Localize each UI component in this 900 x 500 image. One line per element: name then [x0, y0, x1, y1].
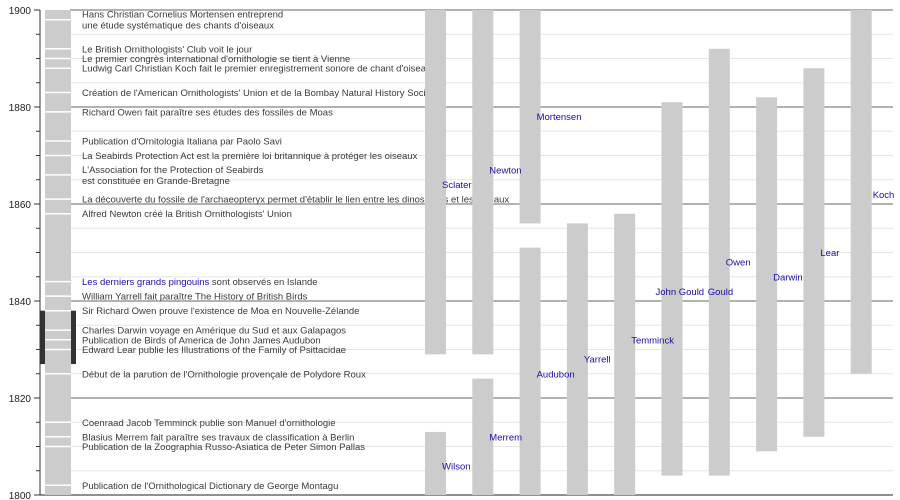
event-label: Charles Darwin voyage en Amérique du Sud…: [82, 326, 346, 337]
event-label: Richard Owen fait paraître ses études de…: [82, 107, 333, 118]
event-text: Le premier congrès international d'ornit…: [82, 54, 350, 65]
y-tick-label: 1900: [9, 6, 32, 17]
person-link[interactable]: Newton: [489, 166, 521, 177]
person-link[interactable]: Sclater: [442, 180, 472, 191]
event-label: Publication de la Zoographia Russo-Asiat…: [82, 442, 365, 453]
person-link[interactable]: Owen: [726, 258, 751, 269]
event-text: une étude systématique des chants d'oise…: [82, 21, 274, 32]
event-label: Blasius Merrem fait paraître ses travaux…: [82, 432, 354, 443]
event-label: Publication de Birds of America de John …: [82, 335, 321, 346]
event-text: Charles Darwin voyage en Amérique du Sud…: [82, 326, 346, 337]
event-label: Hans Christian Cornelius Mortensen entre…: [82, 10, 283, 21]
lifespan-bar-darwin: [756, 97, 778, 452]
lifespan-bar-koch: [850, 10, 872, 374]
event-text: Coenraad Jacob Temminck publie son Manue…: [82, 418, 336, 429]
person-link[interactable]: Wilson: [442, 461, 471, 472]
lifespan-bar-john-gould: [661, 102, 683, 476]
lifespan-bar-lear: [803, 68, 825, 437]
lifespan-bar-newton: [472, 10, 494, 355]
y-tick-label: 1860: [9, 200, 32, 211]
event-label: Début de la parution de l'Ornithologie p…: [82, 369, 366, 380]
y-tick-label: 1800: [9, 491, 32, 500]
person-link[interactable]: Audubon: [537, 369, 575, 380]
event-text: Ludwig Carl Christian Koch fait le premi…: [82, 64, 431, 75]
person-link[interactable]: Mortensen: [537, 112, 582, 123]
person-link[interactable]: Merrem: [489, 432, 522, 443]
person-link[interactable]: John Gould: [656, 287, 705, 298]
event-link[interactable]: Les derniers grands pingouins: [82, 277, 210, 288]
lifespan-bar-sclater: [425, 10, 446, 355]
lifespan-bar-wilson: [425, 431, 446, 495]
events-column-bar: [45, 10, 71, 495]
event-text: Edward Lear publie les Illustrations of …: [82, 345, 346, 356]
event-label: Ludwig Carl Christian Koch fait le premi…: [82, 64, 431, 75]
lifespan-bar-merrem: [472, 378, 494, 495]
event-text: Richard Owen fait paraître ses études de…: [82, 107, 333, 118]
person-link[interactable]: Gould: [708, 287, 733, 298]
event-label: une étude systématique des chants d'oise…: [82, 21, 274, 32]
event-text: L'Association for the Protection of Seab…: [82, 165, 264, 176]
event-label: L'Association for the Protection of Seab…: [82, 165, 264, 176]
event-label: Edward Lear publie les Illustrations of …: [82, 345, 346, 356]
event-text: Publication de Birds of America de John …: [82, 335, 321, 346]
event-label: Publication d'Ornitologia Italiana par P…: [82, 136, 282, 147]
event-text: Alfred Newton créé la British Ornitholog…: [82, 209, 292, 220]
event-text: Le British Ornithologists' Club voit le …: [82, 44, 252, 55]
event-label: Alfred Newton créé la British Ornitholog…: [82, 209, 292, 220]
lifespan-bar-temminck: [614, 213, 636, 495]
event-label: est constituée en Grande-Bretagne: [82, 176, 230, 187]
event-label: Le British Ornithologists' Club voit le …: [82, 44, 252, 55]
event-label: Publication de l'Ornithological Dictiona…: [82, 481, 338, 492]
person-link[interactable]: Temminck: [631, 335, 674, 346]
event-text: Publication de la Zoographia Russo-Asiat…: [82, 442, 365, 453]
event-label: Sir Richard Owen prouve l'existence de M…: [82, 306, 359, 317]
lifespan-bar-owen: [708, 48, 730, 476]
event-text: Sir Richard Owen prouve l'existence de M…: [82, 306, 359, 317]
event-text: Hans Christian Cornelius Mortensen entre…: [82, 10, 283, 21]
event-text: Blasius Merrem fait paraître ses travaux…: [82, 432, 354, 443]
event-label: Le premier congrès international d'ornit…: [82, 54, 350, 65]
event-text: Publication de l'Ornithological Dictiona…: [82, 481, 338, 492]
event-label: Les derniers grands pingouins sont obser…: [82, 277, 318, 288]
event-label: La Seabirds Protection Act est la premiè…: [82, 151, 418, 162]
lifespan-bar-mortensen: [519, 10, 541, 224]
event-text: sont observés en Islande: [212, 277, 318, 288]
event-text: La Seabirds Protection Act est la premiè…: [82, 151, 418, 162]
event-label: La découverte du fossile de l'archaeopte…: [82, 195, 509, 206]
y-tick-label: 1820: [9, 394, 32, 405]
lifespan-bar-audubon: [519, 247, 541, 495]
event-text: Publication d'Ornitologia Italiana par P…: [82, 136, 282, 147]
event-label: Coenraad Jacob Temminck publie son Manue…: [82, 418, 336, 429]
lifespan-bar-yarrell: [566, 223, 588, 495]
event-label: Création de l'American Ornithologists' U…: [82, 88, 439, 99]
y-tick-label: 1840: [9, 297, 32, 308]
event-text: William Yarrell fait paraître The Histor…: [82, 292, 308, 303]
person-link[interactable]: Yarrell: [584, 355, 611, 366]
person-link[interactable]: Koch: [873, 190, 895, 201]
event-text: La découverte du fossile de l'archaeopte…: [82, 195, 509, 206]
event-text: Début de la parution de l'Ornithologie p…: [82, 369, 366, 380]
event-label: William Yarrell fait paraître The Histor…: [82, 292, 308, 303]
y-tick-label: 1880: [9, 103, 32, 114]
person-link[interactable]: Lear: [820, 248, 839, 259]
event-text: Création de l'American Ornithologists' U…: [82, 88, 439, 99]
event-text: est constituée en Grande-Bretagne: [82, 176, 230, 187]
person-link[interactable]: Darwin: [773, 272, 803, 283]
